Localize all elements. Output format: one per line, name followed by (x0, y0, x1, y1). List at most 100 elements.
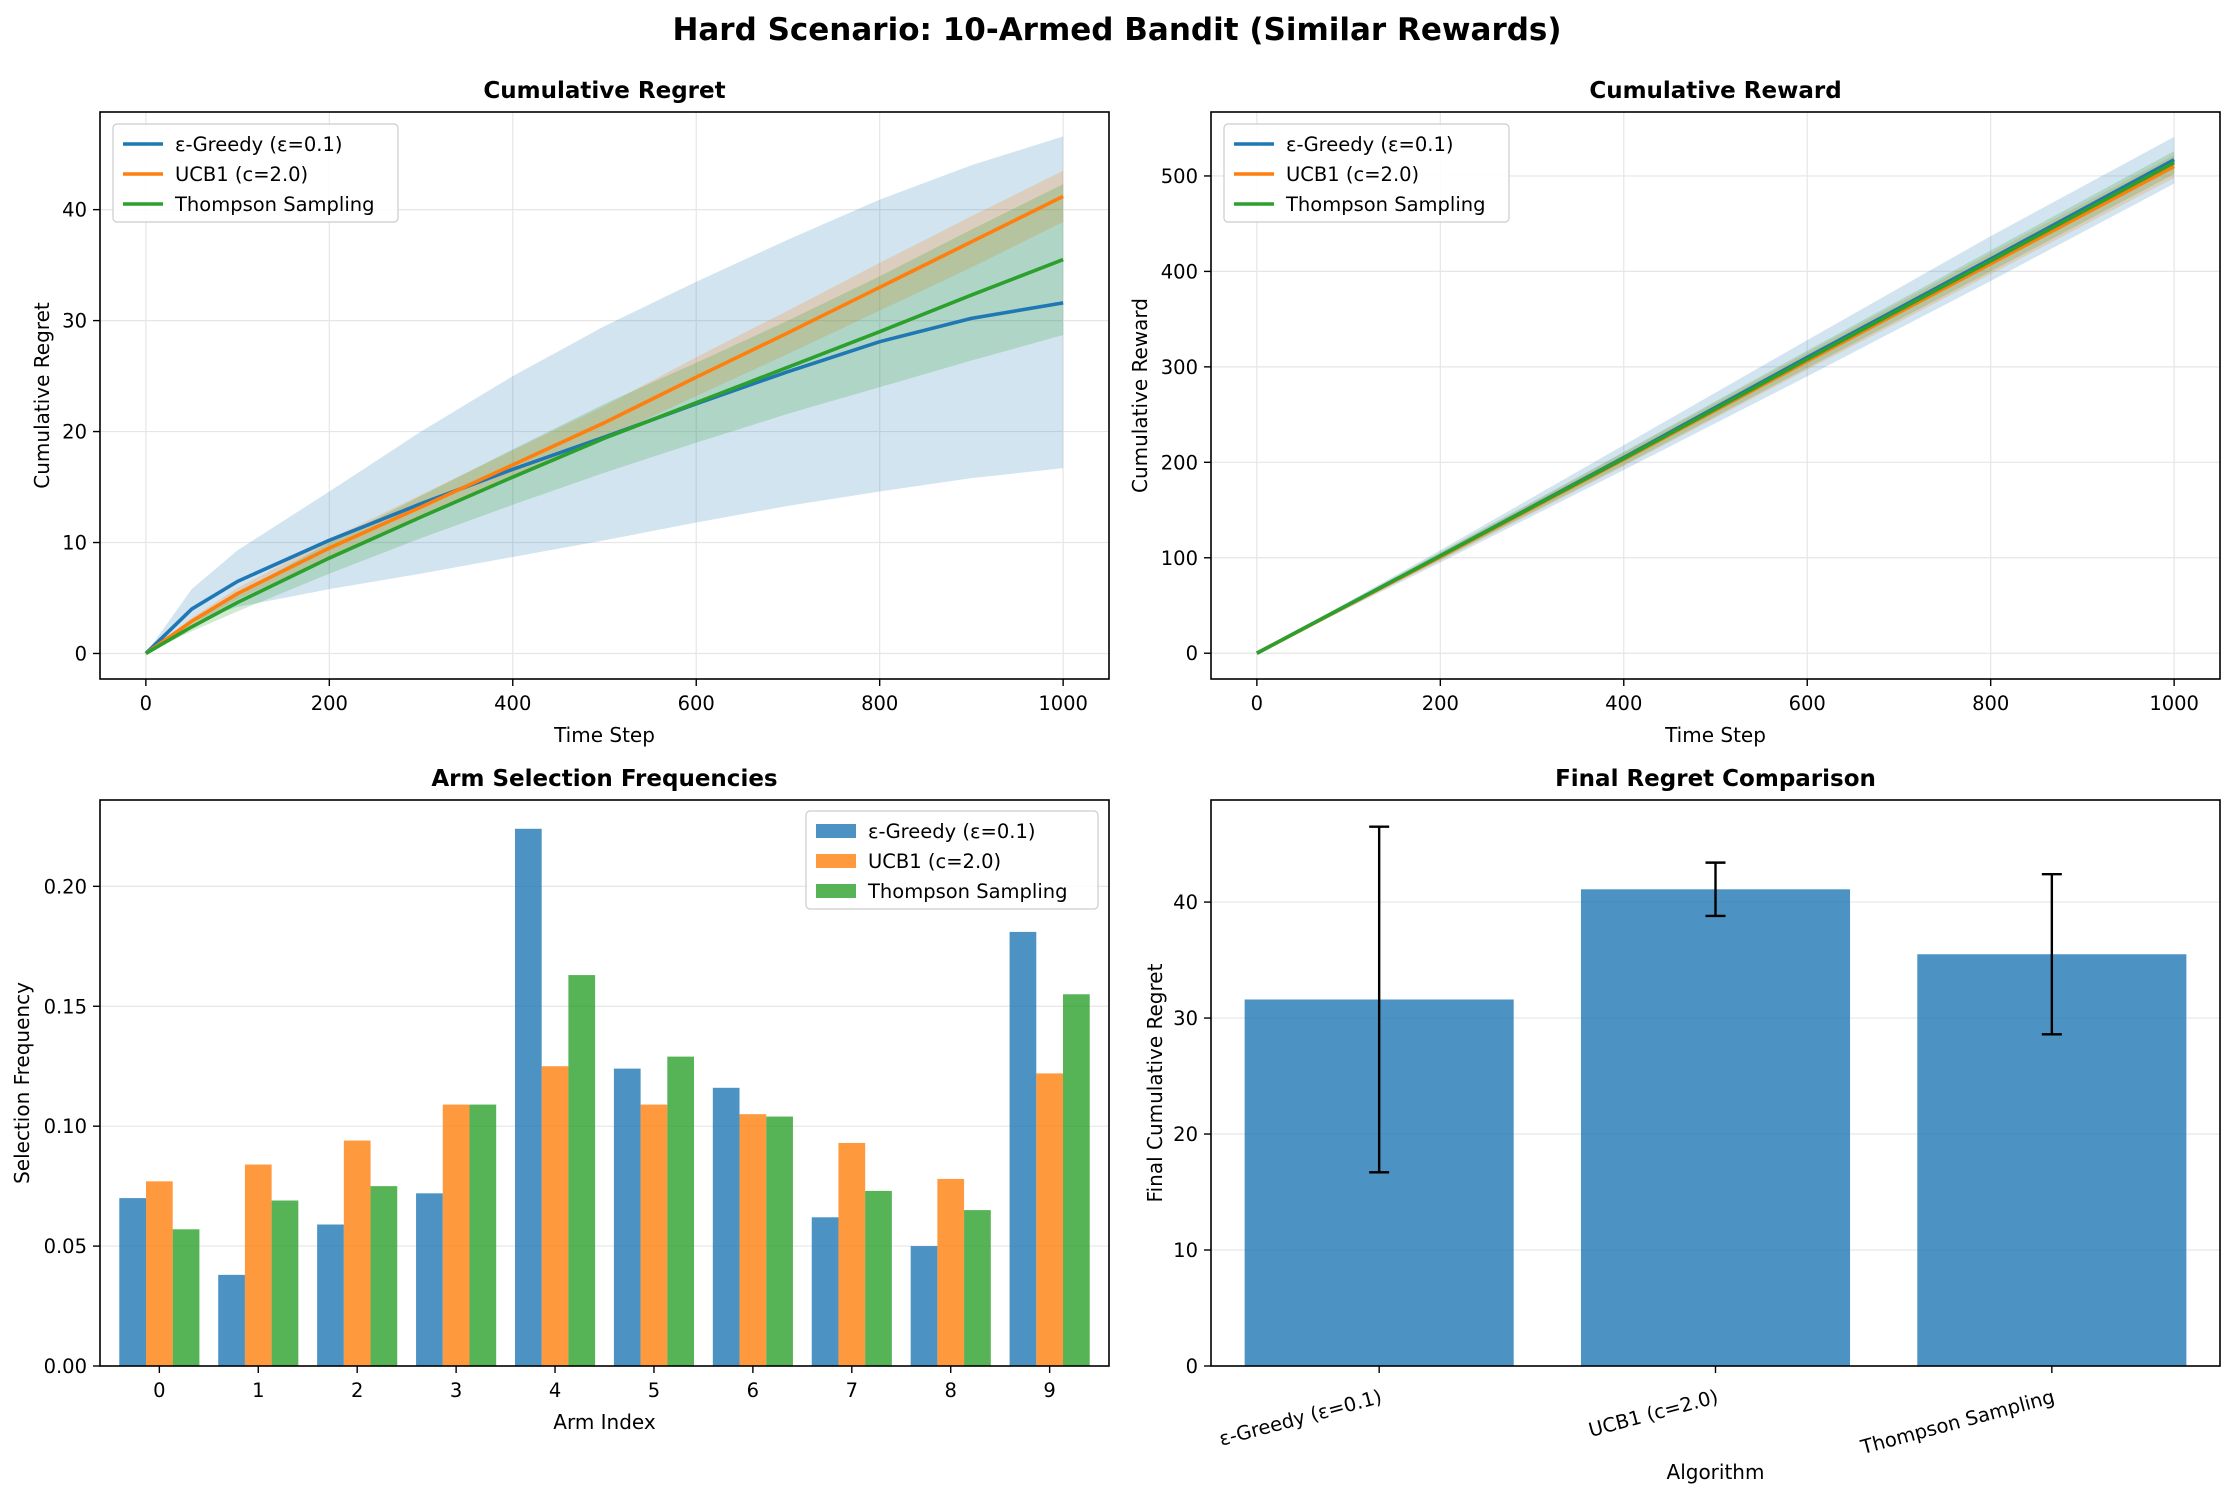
confidence-band (145, 170, 1064, 654)
bar-0-3 (416, 1193, 443, 1366)
y-tick-label: 0.00 (44, 1355, 87, 1378)
x-tick-label: 800 (1972, 692, 2009, 715)
x-tick-label: 5 (648, 1379, 660, 1402)
bar-1-5 (640, 1104, 668, 1366)
axes-frame (1210, 111, 2221, 680)
y-tick-label: 100 (1161, 547, 1198, 570)
x-tick-label: 0 (153, 1379, 165, 1402)
bar-1-8 (937, 1178, 965, 1366)
bar-0-6 (712, 1087, 740, 1366)
bar-0-9 (1009, 931, 1037, 1366)
x-tick-label: 400 (494, 692, 531, 715)
bar-1-6 (739, 1114, 767, 1366)
chart-panel-2: 0 1 2 3 4 5 6 7 8 9 0.00 0.05 0.10 0.15 0.20 Arm Select… (10, 766, 1110, 1434)
legend-label: UCB1 (c=2.0) (1286, 163, 1419, 186)
legend-swatch (816, 854, 856, 868)
legend: ε-Greedy (ε=0.1) UCB1 (c=2.0) Thompson Sam… (805, 810, 1099, 910)
y-tick-label: 40 (1173, 891, 1198, 914)
bar-2-7 (865, 1190, 892, 1366)
chart-title: Arm Selection Frequencies (431, 766, 777, 792)
legend-frame (1223, 123, 1510, 223)
y-tick-label: 10 (1173, 1239, 1198, 1262)
bar-2-8 (964, 1210, 991, 1366)
grid (100, 112, 1109, 679)
bar-0-8 (910, 1246, 938, 1366)
figure-title: Hard Scenario: 10-Armed Bandit (Similar … (672, 12, 1561, 48)
bar-2-0 (172, 1229, 200, 1366)
bar-1-2 (343, 1140, 371, 1366)
x-tick-label: 7 (846, 1379, 858, 1402)
axes-frame (99, 799, 1110, 1367)
bar-1-9 (1036, 1073, 1064, 1366)
legend-label: Thompson Sampling (1285, 193, 1486, 216)
bar-0-0 (119, 1198, 146, 1366)
legend-frame (112, 123, 399, 223)
legend: ε-Greedy (ε=0.1) UCB1 (c=2.0) Thompson Sam… (112, 123, 399, 223)
error-bar (2041, 873, 2062, 1036)
x-tick-label: 2 (351, 1379, 363, 1402)
y-tick-label: 30 (1173, 1007, 1198, 1030)
legend-label: UCB1 (c=2.0) (868, 850, 1001, 873)
chart-title: Cumulative Reward (1589, 78, 1841, 104)
x-tick-label: 8 (945, 1379, 957, 1402)
confidence-band (1256, 136, 2175, 654)
y-tick-label: 10 (62, 532, 87, 555)
bar-0-7 (811, 1217, 839, 1366)
legend: ε-Greedy (ε=0.1) UCB1 (c=2.0) Thompson Sam… (1223, 123, 1510, 223)
x-tick-label: 6 (747, 1379, 759, 1402)
legend-swatch (816, 884, 856, 898)
bar-0-2 (317, 1224, 344, 1366)
legend-swatch (816, 824, 856, 838)
series-line (144, 194, 1064, 655)
bar-2-6 (766, 1116, 793, 1366)
error-bar (1705, 861, 1726, 918)
legend-label: Thompson Sampling (867, 880, 1068, 903)
y-axis-label: Selection Frequency (10, 982, 34, 1184)
y-tick-label: 0.05 (44, 1235, 87, 1258)
y-tick-label: 400 (1161, 260, 1198, 283)
confidence-band (145, 136, 1064, 654)
legend-label: ε-Greedy (ε=0.1) (175, 133, 343, 156)
legend-label: UCB1 (c=2.0) (175, 163, 308, 186)
bar-0-4 (514, 828, 542, 1366)
y-tick-label: 200 (1161, 451, 1198, 474)
x-tick-label: 4 (549, 1379, 561, 1402)
y-tick-label: 0.20 (44, 875, 87, 898)
y-tick-label: 0 (75, 642, 87, 665)
y-axis-label: Cumulative Reward (1128, 298, 1152, 493)
x-tick-label: 400 (1605, 692, 1642, 715)
y-tick-label: 20 (62, 421, 87, 444)
legend-label: Thompson Sampling (174, 193, 375, 216)
chart-panel-0: 0 200 400 600 800 1000 0 10 20 30 40 Cumulative Reg… (30, 78, 1110, 747)
x-tick-label: 200 (311, 692, 348, 715)
x-tick-label: 0 (140, 692, 152, 715)
x-tick-label: 1000 (2149, 692, 2199, 715)
chart-panel-1: 0 200 400 600 800 1000 0 100 200 300 400 500 Cumulat… (1128, 78, 2221, 747)
x-tick-label: 3 (450, 1379, 462, 1402)
error-bar (1369, 825, 1390, 1174)
x-tick-label: 800 (861, 692, 898, 715)
bar-2-5 (667, 1056, 695, 1366)
legend-label: ε-Greedy (ε=0.1) (868, 820, 1036, 843)
chart-title: Cumulative Regret (483, 78, 725, 104)
bar-1-3 (442, 1104, 470, 1366)
bar-1-0 (145, 1181, 173, 1366)
x-tick-label: 600 (1789, 692, 1826, 715)
y-tick-label: 20 (1173, 1123, 1198, 1146)
y-tick-label: 0.10 (44, 1115, 87, 1138)
y-tick-label: 30 (62, 310, 87, 333)
y-tick-label: 0 (1186, 642, 1198, 665)
y-tick-label: 300 (1161, 356, 1198, 379)
y-axis-label: Final Cumulative Regret (1143, 963, 1167, 1202)
bar-2-4 (568, 975, 596, 1366)
legend-frame (805, 810, 1099, 910)
x-tick-label: 1000 (1038, 692, 1088, 715)
y-tick-label: 500 (1161, 165, 1198, 188)
x-tick-label: 1 (252, 1379, 264, 1402)
bar-2-1 (271, 1200, 299, 1366)
confidence-band (1256, 151, 2175, 654)
y-tick-label: 0 (1186, 1355, 1198, 1378)
series-line (144, 257, 1064, 656)
